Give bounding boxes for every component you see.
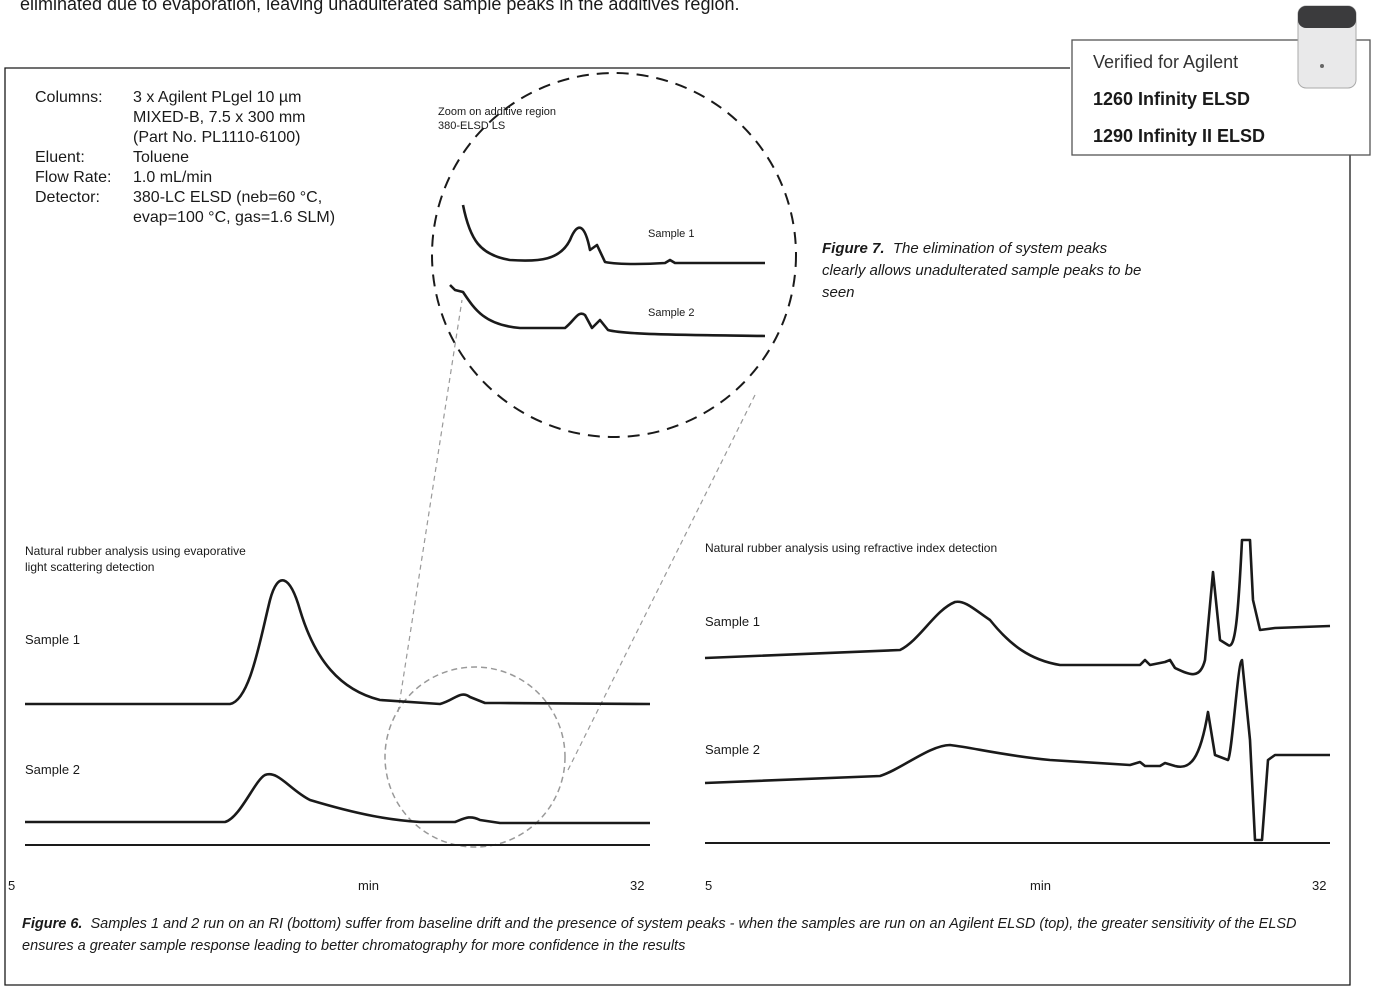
condition-value: MIXED-B, 7.5 x 300 mm <box>133 109 306 126</box>
axis-label: 32 <box>630 878 645 893</box>
figure-label: Figure 7. <box>822 240 885 257</box>
caption-text: The elimination of system peaks clearly … <box>822 240 1142 301</box>
zoom-circle <box>431 72 797 438</box>
condition-value: 380-LC ELSD (neb=60 °C, <box>133 189 323 206</box>
condition-value: Toluene <box>133 149 190 166</box>
sample-label: Sample 2 <box>25 762 80 777</box>
zoom-title: 380-ELSD LS <box>438 120 506 132</box>
sample-label: Sample 1 <box>25 632 80 647</box>
ri-trace <box>704 658 1330 842</box>
figure-label: Figure 6. <box>22 916 83 932</box>
axis-label: min <box>1030 878 1051 893</box>
badge-line: 1290 Infinity II ELSD <box>1093 126 1266 146</box>
figure6-caption: Figure 6. Samples 1 and 2 run on an RI (… <box>22 913 1322 957</box>
axis-label: 32 <box>1312 878 1327 893</box>
frame <box>4 67 1351 986</box>
elsd-trace <box>25 579 651 706</box>
sample-label: Sample 2 <box>648 307 695 319</box>
instrument-icon <box>1297 5 1357 89</box>
condition-value: 1.0 mL/min <box>133 169 213 186</box>
sample-label: Sample 2 <box>705 742 760 757</box>
badge-line: Verified for Agilent <box>1093 52 1239 72</box>
intro-text: eliminated due to evaporation, leaving u… <box>20 0 740 14</box>
condition-label: Flow Rate: <box>35 169 112 186</box>
condition-value: evap=100 °C, gas=1.6 SLM) <box>133 209 336 226</box>
zoom-connector <box>397 299 463 713</box>
condition-value: 3 x Agilent PLgel 10 µm <box>133 89 302 106</box>
badge-line: 1260 Infinity ELSD <box>1093 89 1251 109</box>
axis-label: 5 <box>705 878 713 893</box>
condition-label: Eluent: <box>35 149 85 166</box>
caption-text: Samples 1 and 2 run on an RI (bottom) su… <box>22 916 1297 954</box>
condition-label: Columns: <box>35 89 103 106</box>
figure7-caption: Figure 7. The elimination of system peak… <box>822 238 1142 304</box>
zoom-source-circle <box>384 666 566 848</box>
panel-title: Natural rubber analysis using refractive… <box>705 541 998 555</box>
zoom-connector <box>567 392 757 771</box>
sample-label: Sample 1 <box>648 228 695 240</box>
ri-trace <box>704 538 1331 676</box>
condition-value: (Part No. PL1110-6100) <box>133 129 301 146</box>
condition-label: Detector: <box>35 189 100 206</box>
panel-title: Natural rubber analysis using evaporativ… <box>25 544 246 558</box>
panel-title: light scattering detection <box>25 560 155 574</box>
zoom-title: Zoom on additive region <box>438 106 557 118</box>
axis-label: min <box>358 878 379 893</box>
axis-label: 5 <box>8 878 16 893</box>
zoom-trace <box>461 204 765 266</box>
elsd-trace <box>25 772 650 825</box>
sample-label: Sample 1 <box>705 614 760 629</box>
zoom-trace <box>449 284 766 338</box>
